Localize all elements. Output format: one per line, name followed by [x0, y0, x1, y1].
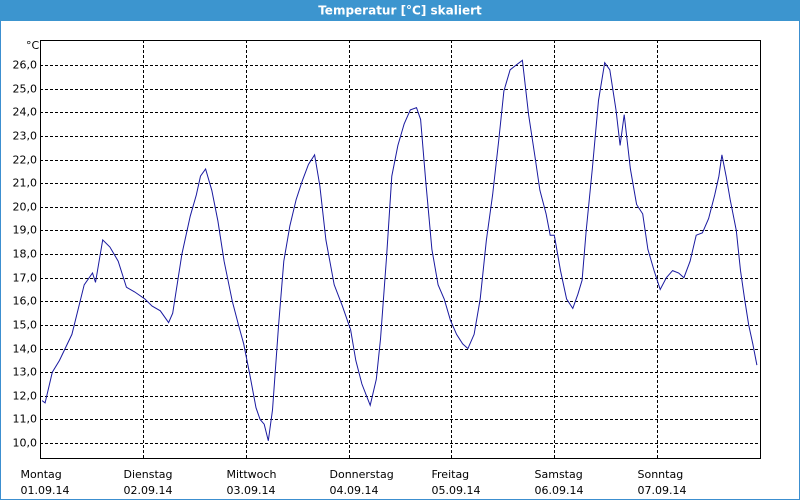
x-tick-day: Dienstag [124, 468, 173, 481]
y-tick-label: 24,0 [13, 106, 38, 119]
y-tick-label: 23,0 [13, 130, 38, 143]
series-line [41, 59, 758, 441]
y-tick-label: 25,0 [13, 83, 38, 96]
x-tick-day: Samstag [535, 468, 583, 481]
y-tick-label: 20,0 [13, 201, 38, 214]
y-tick-label: 26,0 [13, 59, 38, 72]
y-tick-label: 13,0 [13, 366, 38, 379]
y-axis-label: °C [26, 39, 40, 52]
y-tick-label: 14,0 [13, 343, 38, 356]
x-tick-label: 03.09.14 [227, 484, 276, 497]
chart-title: Temperatur [°C] skaliert [318, 4, 482, 18]
y-tick-label: 15,0 [13, 319, 38, 332]
x-tick-label: 05.09.14 [432, 484, 481, 497]
x-tick-label: 06.09.14 [535, 484, 584, 497]
x-tick-label: 04.09.14 [330, 484, 379, 497]
y-tick-label: 16,0 [13, 295, 38, 308]
plot-frame [40, 40, 761, 459]
x-tick-day: Montag [21, 468, 62, 481]
y-tick-label: 12,0 [13, 390, 38, 403]
x-tick-label: 07.09.14 [638, 484, 687, 497]
x-tick-day: Sonntag [638, 468, 684, 481]
y-tick-label: 10,0 [13, 437, 38, 450]
x-tick-label: 01.09.14 [21, 484, 70, 497]
y-tick-label: 18,0 [13, 248, 38, 261]
x-tick-label: 02.09.14 [124, 484, 173, 497]
x-tick-day: Mittwoch [227, 468, 277, 481]
y-tick-label: 21,0 [13, 177, 38, 190]
x-tick-day: Donnerstag [330, 468, 394, 481]
y-tick-label: 19,0 [13, 224, 38, 237]
y-tick-label: 22,0 [13, 154, 38, 167]
y-tick-label: 17,0 [13, 272, 38, 285]
y-tick-label: 11,0 [13, 413, 38, 426]
title-bar [0, 0, 800, 21]
x-tick-day: Freitag [432, 468, 470, 481]
